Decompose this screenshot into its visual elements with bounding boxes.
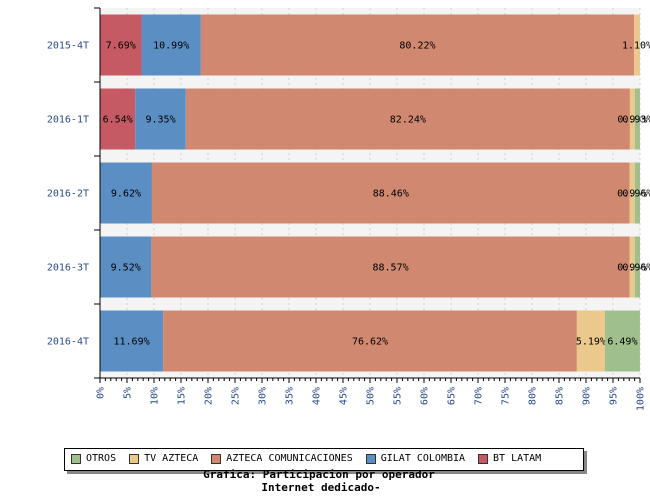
- legend-item: GILAT COLOMBIA: [365, 453, 466, 464]
- legend-swatch: [71, 453, 81, 464]
- data-label: 9.35%: [146, 115, 176, 126]
- bar-segment: [634, 162, 640, 224]
- bar-segment: [141, 14, 201, 76]
- data-label: 76.62%: [352, 337, 388, 348]
- category-label: 2016-1T: [47, 115, 89, 126]
- legend: OTROS TV AZTECA AZTECA COMUNICACIONES GILAT…: [64, 448, 584, 471]
- bar-segment: [634, 88, 640, 150]
- bar-segment: [135, 88, 186, 150]
- bar-segment: [185, 88, 630, 150]
- legend-label: OTROS: [86, 453, 117, 464]
- data-label: 82.24%: [390, 115, 426, 126]
- data-label: 0.93%: [622, 115, 650, 126]
- chart-title: Grafica: Participacion por operador: [203, 468, 435, 481]
- legend-label: TV AZTECA: [144, 453, 199, 464]
- x-tick-label: 10%: [150, 387, 161, 405]
- x-tick-label: 15%: [177, 387, 188, 405]
- x-tick-label: 40%: [312, 387, 323, 405]
- x-tick-label: 55%: [393, 387, 404, 405]
- legend-swatch: [129, 453, 140, 464]
- x-tick-label: 100%: [636, 387, 647, 411]
- data-label: 0.93%: [617, 115, 647, 126]
- bar-segment: [629, 88, 635, 150]
- legend-label: BT LATAM: [493, 453, 542, 464]
- x-tick-label: 85%: [555, 387, 566, 405]
- bar-segment: [163, 310, 577, 372]
- legend-label: AZTECA COMUNICACIONES: [226, 453, 353, 464]
- legend-swatch: [478, 453, 489, 464]
- category-label: 2015-4T: [47, 41, 89, 52]
- data-label: 7.69%: [106, 41, 136, 52]
- bar-segment: [634, 236, 640, 298]
- bar-segment: [100, 310, 164, 372]
- legend-swatch: [365, 453, 376, 464]
- x-tick-label: 25%: [231, 387, 242, 405]
- bar-segment: [151, 162, 630, 224]
- data-label: 80.22%: [399, 41, 435, 52]
- x-tick-label: 80%: [528, 387, 539, 405]
- x-tick-label: 5%: [123, 387, 134, 399]
- legend-item: OTROS: [71, 453, 116, 464]
- bar-segment: [604, 310, 640, 372]
- bar-segment: [200, 14, 635, 76]
- legend-item: AZTECA COMUNICACIONES: [211, 453, 353, 464]
- data-label: 88.57%: [372, 263, 408, 274]
- data-label: 0.96%: [617, 189, 647, 200]
- bar-segment: [629, 162, 635, 224]
- chart-subtitle: Internet dedicado-: [261, 481, 381, 494]
- category-label: 2016-3T: [47, 263, 89, 274]
- x-tick-label: 95%: [609, 387, 620, 405]
- x-tick-label: 70%: [474, 387, 485, 405]
- legend-item: TV AZTECA: [129, 453, 198, 464]
- legend-label: GILAT COLOMBIA: [380, 453, 466, 464]
- data-label: 9.62%: [111, 189, 141, 200]
- data-label: 1.10%: [622, 41, 650, 52]
- category-label: 2016-4T: [47, 337, 89, 348]
- x-tick-label: 60%: [420, 387, 431, 405]
- data-label: 88.46%: [373, 189, 409, 200]
- bar-segment: [100, 14, 142, 76]
- bar-segment: [100, 88, 136, 150]
- data-label: 6.49%: [607, 337, 637, 348]
- data-label: 0.95%: [617, 263, 647, 274]
- data-label: 0.96%: [622, 263, 650, 274]
- legend-swatch: [211, 453, 222, 464]
- legend-item: BT LATAM: [478, 453, 541, 464]
- data-label: 11.69%: [114, 337, 150, 348]
- x-tick-label: 30%: [258, 387, 269, 405]
- x-tick-label: 45%: [339, 387, 350, 405]
- bar-segment: [576, 310, 605, 372]
- x-tick-label: 65%: [447, 387, 458, 405]
- x-tick-label: 90%: [582, 387, 593, 405]
- data-label: 6.54%: [103, 115, 133, 126]
- data-label: 5.19%: [576, 337, 606, 348]
- x-tick-label: 20%: [204, 387, 215, 405]
- x-tick-label: 0%: [96, 387, 107, 399]
- category-label: 2016-2T: [47, 189, 89, 200]
- data-label: 0.96%: [622, 189, 650, 200]
- x-tick-label: 50%: [366, 387, 377, 405]
- bar-segment: [100, 162, 152, 224]
- bar-segment: [100, 236, 152, 298]
- x-tick-label: 35%: [285, 387, 296, 405]
- data-label: 10.99%: [153, 41, 189, 52]
- bar-segment: [151, 236, 630, 298]
- bar-segment: [629, 236, 635, 298]
- bar-segment: [634, 14, 640, 76]
- x-tick-label: 75%: [501, 387, 512, 405]
- data-label: 9.52%: [111, 263, 141, 274]
